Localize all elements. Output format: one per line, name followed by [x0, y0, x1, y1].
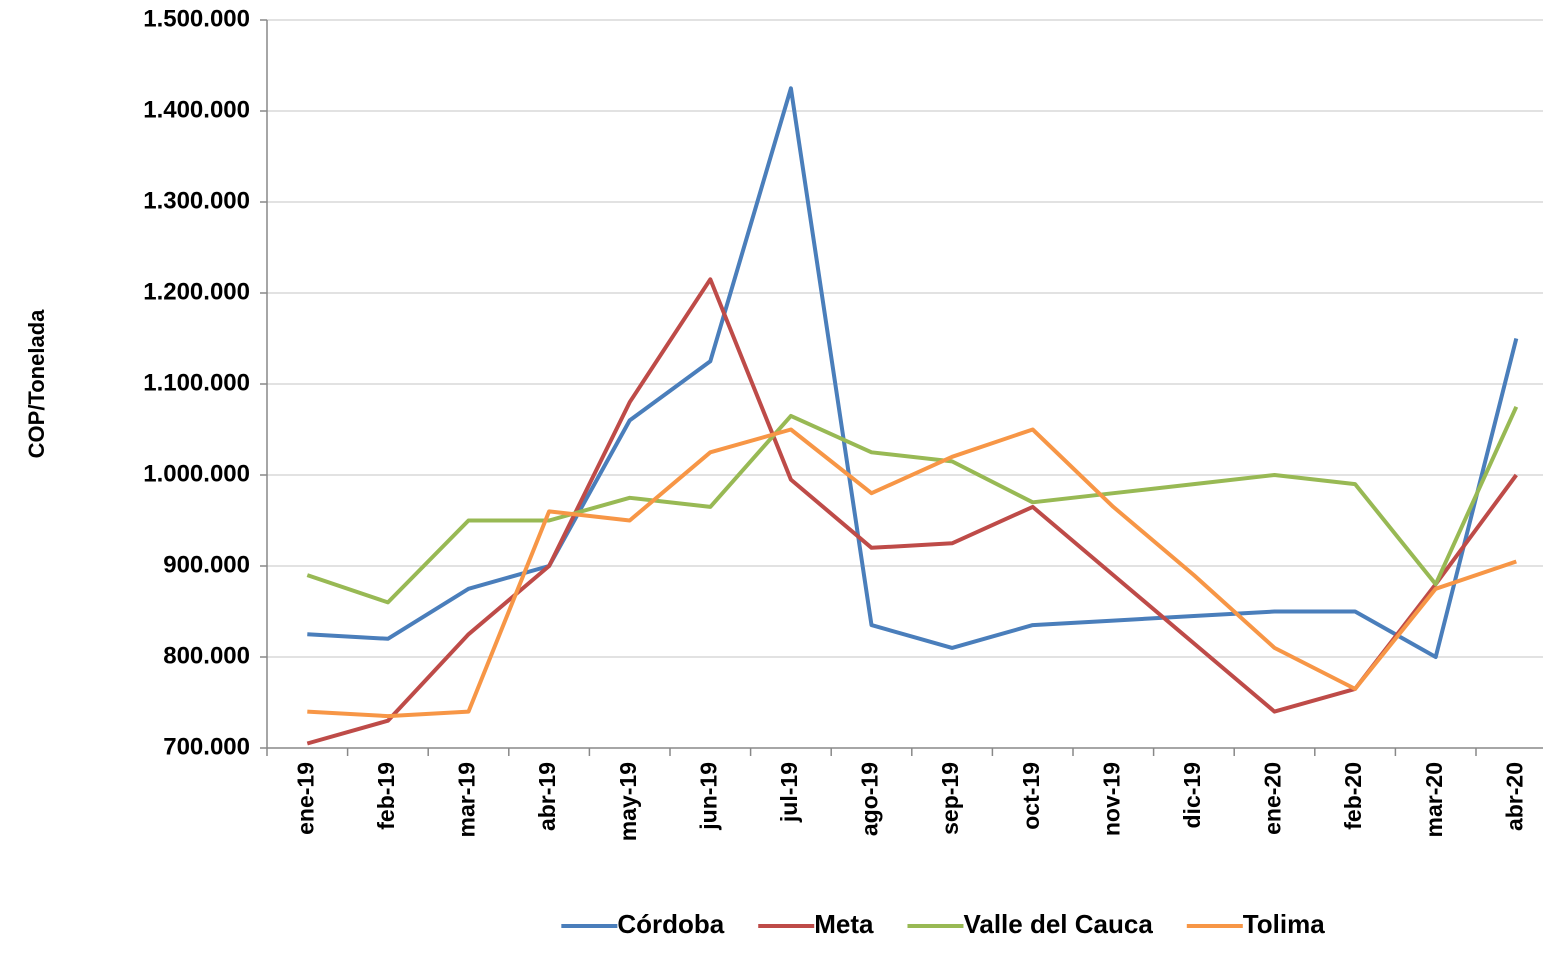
x-tick-label: mar-19 — [454, 762, 480, 837]
legend-label: Valle del Cauca — [963, 909, 1153, 939]
y-tick-label: 700.000 — [163, 733, 250, 760]
series-line — [307, 430, 1516, 717]
y-tick-label: 1.200.000 — [143, 278, 250, 305]
legend-label: Córdoba — [617, 909, 724, 939]
x-tick-label: jun-19 — [695, 762, 721, 831]
x-tick-label: may-19 — [615, 762, 641, 841]
page: COP/Tonelada 700.000 800.000 900.000 1.000.… — [0, 0, 1543, 953]
y-axis-label: COP/Tonelada — [24, 309, 49, 458]
series-line — [307, 88, 1516, 657]
x-tick-label: sep-19 — [937, 762, 963, 835]
y-tick-label: 1.000.000 — [143, 460, 250, 487]
x-tick-label: jul-19 — [776, 762, 802, 823]
x-tick-label: dic-19 — [1179, 762, 1205, 828]
series-line — [307, 279, 1516, 743]
chart: COP/Tonelada 700.000 800.000 900.000 1.000.… — [0, 0, 1543, 953]
legend-label: Tolima — [1243, 909, 1325, 939]
x-tick-label: nov-19 — [1098, 762, 1124, 836]
x-tick-label: ene-19 — [292, 762, 318, 835]
x-tick-label: abr-20 — [1501, 762, 1527, 831]
x-tick-label: ene-20 — [1260, 762, 1286, 835]
x-tick-label: oct-19 — [1018, 762, 1044, 830]
legend-label: Meta — [814, 909, 874, 939]
x-tick-label: mar-20 — [1421, 762, 1447, 837]
x-tick-label: abr-19 — [534, 762, 560, 831]
y-tick-label: 1.100.000 — [143, 369, 250, 396]
x-tick-label: ago-19 — [857, 762, 883, 836]
y-tick-label: 1.400.000 — [143, 96, 250, 123]
x-tick-label: feb-19 — [373, 762, 399, 830]
y-tick-label: 1.500.000 — [143, 5, 250, 32]
series-line — [307, 407, 1516, 603]
y-tick-label: 1.300.000 — [143, 187, 250, 214]
y-tick-label: 900.000 — [163, 551, 250, 578]
y-tick-label: 800.000 — [163, 642, 250, 669]
x-tick-label: feb-20 — [1340, 762, 1366, 830]
